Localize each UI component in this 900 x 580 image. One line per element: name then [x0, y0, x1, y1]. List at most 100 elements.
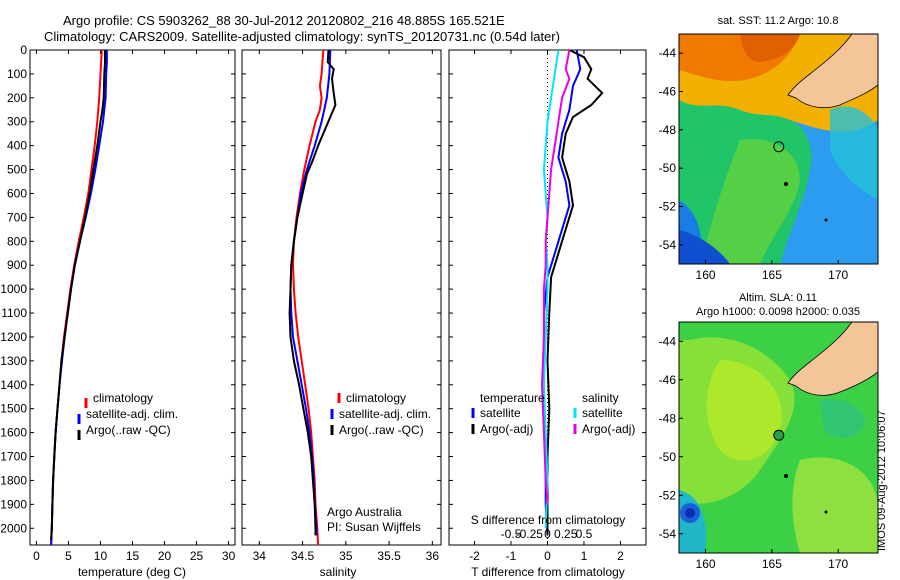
legend-argo: Argo(..raw -QC): [86, 423, 171, 437]
x-tick-label: -1: [506, 549, 517, 563]
y-tick-label: 1800: [0, 473, 27, 487]
y-tick-label: 0: [20, 43, 27, 57]
legend-temp-argo: Argo(-adj): [480, 422, 533, 436]
temperature-axes-frame: [29, 49, 236, 546]
x-tick-label: 5: [65, 549, 72, 563]
map-x-tick-label: 160: [696, 557, 716, 571]
x-tick-label: 10: [94, 549, 108, 563]
y-tick-label: 100: [7, 67, 27, 81]
y-tick-label: 800: [7, 234, 27, 248]
series-line-satellite-adj-clim: [289, 50, 332, 536]
x-tick-label: 1: [581, 549, 588, 563]
x-tick-label: -2: [469, 549, 480, 563]
sla-map-title-line2: Argo h1000: 0.0098 h2000: 0.035: [696, 306, 860, 318]
legend-satellite-adj: satellite-adj. clim.: [339, 407, 431, 421]
series-line-satellite-adj-clim: [50, 50, 108, 545]
legend-sal-argo: Argo(-adj): [582, 422, 635, 436]
s-difference-tick-labels: -0.5-0.25 0 0.250.5: [501, 527, 593, 541]
map-x-tick-label: 165: [762, 557, 782, 571]
y-tick-label: 2000: [0, 521, 27, 535]
sst-map-title: sat. SST: 11.2 Argo: 10.8: [718, 15, 839, 27]
series-line-argo-raw-qc: [50, 50, 106, 541]
legend-climatology: climatology: [93, 391, 153, 405]
y-tick-label: 900: [7, 258, 27, 272]
map-y-tick-label: -52: [659, 488, 677, 502]
map-y-tick-label: -52: [659, 200, 677, 214]
legend-climatology: climatology: [346, 391, 406, 405]
timestamp-wrapper: IMOS 09-Aug-2012 10:06:07: [876, 410, 900, 563]
y-tick-label: 1100: [1, 306, 27, 320]
y-tick-label: 700: [7, 210, 27, 224]
x-tick-label: 0: [33, 549, 40, 563]
temperature-legend: climatology satellite-adj. clim. Argo(..…: [77, 391, 178, 440]
map-y-tick-label: -44: [659, 334, 677, 348]
legend-argo: Argo(..raw -QC): [339, 423, 424, 437]
y-tick-label: 1300: [0, 354, 27, 368]
s-difference-tick-label: 0.25: [554, 527, 578, 541]
sla-island-marker: [824, 510, 828, 514]
x-tick-label: 35: [339, 549, 353, 563]
sst-map: sat. SST: 11.2 Argo: 10.8 160 165 170 -44 -4…: [659, 15, 879, 282]
temperature-xlabel: temperature (deg C): [78, 565, 186, 579]
map-x-tick-label: 170: [828, 268, 848, 282]
map-x-tick-label: 170: [828, 557, 848, 571]
x-tick-label: 34: [253, 549, 267, 563]
map-y-tick-label: -48: [659, 411, 677, 425]
map-y-tick-label: -46: [659, 373, 677, 387]
x-tick-label: 35.5: [377, 549, 401, 563]
sla-map-title-line1: Altim. SLA: 0.11: [739, 292, 817, 304]
difference-xlabel: T difference from climatology: [471, 565, 625, 579]
y-tick-label: 600: [7, 186, 27, 200]
y-tick-label: 1600: [0, 426, 27, 440]
x-tick-label: 30: [222, 549, 236, 563]
map-y-tick-label: -54: [659, 527, 677, 541]
argo-float-location-marker: [773, 141, 785, 153]
map-y-tick-label: -50: [659, 450, 677, 464]
y-tick-label: 400: [7, 139, 27, 153]
salinity-legend: climatology satellite-adj. clim. Argo(..…: [330, 391, 431, 437]
series-line-salinity-argo-adj: [540, 50, 571, 505]
difference-panel: -2 -1 0 1 2 T difference from climatology S …: [448, 49, 647, 579]
salinity-axes-frame: [241, 49, 442, 546]
map-y-tick-label: -50: [659, 161, 677, 175]
salinity-panel: 34 34.5 35 35.5 36 salinity climatology sate…: [241, 49, 442, 579]
figure-title-line2: Climatology: CARS2009. Satellite-adjuste…: [44, 29, 560, 44]
y-tick-label: 1700: [0, 450, 27, 464]
series-line-climatology: [50, 50, 103, 545]
sst-land-south-island: [787, 34, 878, 109]
map-y-tick-label: -44: [659, 46, 677, 60]
map-x-tick-label: 160: [696, 268, 716, 282]
y-tick-label: 200: [7, 91, 27, 105]
y-tick-label: 1200: [0, 330, 27, 344]
sst-island-marker: [824, 218, 828, 222]
x-tick-label: 25: [190, 549, 204, 563]
series-line-climatology: [291, 50, 325, 545]
y-tick-label: 1000: [0, 282, 27, 296]
argo-float-location-marker: [773, 429, 785, 441]
sla-island-marker: [784, 474, 788, 478]
legend-salinity-title: salinity: [582, 391, 619, 405]
figure-title-line1: Argo profile: CS 5903262_88 30-Jul-2012 …: [63, 13, 505, 28]
legend-satellite-adj: satellite-adj. clim.: [86, 407, 178, 421]
x-tick-label: 34.5: [291, 549, 315, 563]
series-line-temperature-argo-adj: [546, 50, 604, 536]
institution-label: Argo Australia: [327, 505, 402, 519]
sst-island-marker: [784, 182, 788, 186]
timestamp-stamp: IMOS 09-Aug-2012 10:06:07: [876, 410, 888, 551]
x-tick-label: 15: [126, 549, 140, 563]
map-x-tick-label: 165: [762, 268, 782, 282]
x-tick-label: 2: [617, 549, 624, 563]
y-tick-label: 1500: [0, 402, 27, 416]
legend-temp-satellite: satellite: [480, 406, 521, 420]
sla-land-south-island: [787, 322, 878, 396]
y-tick-label: 500: [7, 163, 27, 177]
map-y-tick-label: -48: [659, 123, 677, 137]
legend-temperature-title: temperature: [480, 391, 545, 405]
legend-sal-satellite: satellite: [582, 406, 623, 420]
y-tick-label: 1400: [0, 378, 27, 392]
difference-legend: temperature satellite Argo(-adj) salinit…: [471, 391, 635, 436]
x-tick-label: 36: [426, 549, 440, 563]
map-y-tick-label: -46: [659, 85, 677, 99]
x-tick-label: 20: [158, 549, 172, 563]
